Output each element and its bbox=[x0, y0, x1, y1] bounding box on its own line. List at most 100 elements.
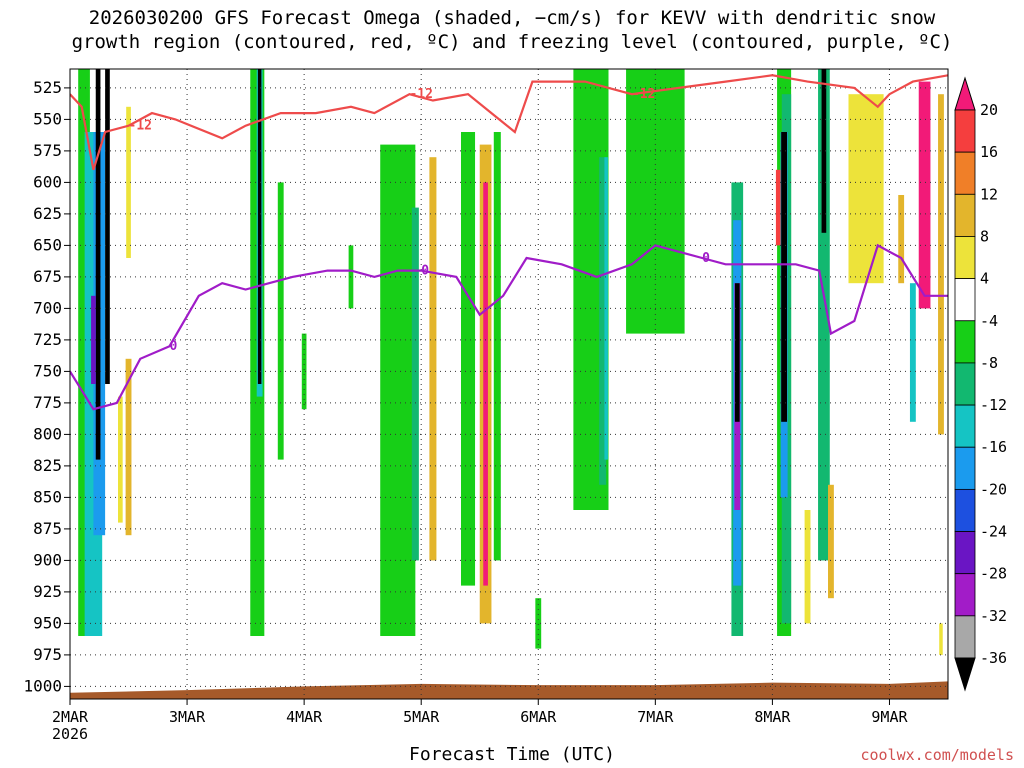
freezing-contour-label: 0 bbox=[421, 264, 429, 279]
x-tick-label: 5MAR bbox=[403, 708, 440, 726]
omega-region bbox=[938, 94, 944, 435]
colorbar-segment bbox=[954, 236, 976, 280]
omega-region bbox=[78, 69, 90, 636]
omega-region bbox=[828, 484, 834, 599]
colorbar-segment bbox=[954, 320, 976, 364]
colorbar-segment bbox=[954, 488, 976, 532]
dgz-contour-label: -12 bbox=[129, 119, 152, 134]
y-tick-label: 850 bbox=[33, 487, 62, 506]
y-axis-ticks: 525 550 575 600 625 650 675 700 725 750 775 800 825 8… bbox=[23, 78, 70, 695]
dgz-contour bbox=[70, 74, 948, 171]
omega-region bbox=[493, 132, 501, 561]
colorbar-segment bbox=[954, 109, 976, 153]
omega-region bbox=[411, 207, 419, 561]
x-tick-label: 3MAR bbox=[169, 708, 206, 726]
plot-frame bbox=[69, 68, 949, 700]
colorbar-segment bbox=[954, 193, 976, 237]
colorbar-segment bbox=[954, 404, 976, 448]
x-tick-label: 2MAR bbox=[52, 708, 89, 726]
colorbar-bottom-arrow bbox=[954, 657, 976, 692]
colorbar-segment bbox=[954, 531, 976, 575]
colorbar: 20 16 12 8 4 -4 -8 -12 -16 -20 -24 -28 -32 -36 bbox=[954, 76, 1007, 692]
y-tick-label: 550 bbox=[33, 109, 62, 128]
chart-title: 2026030200 GFS Forecast Omega (shaded, −… bbox=[0, 6, 1024, 54]
x-year-label: 2026 bbox=[52, 725, 88, 743]
colorbar-tick-label: -4 bbox=[980, 312, 998, 330]
colorbar-tick-label: 8 bbox=[980, 227, 989, 245]
x-tick-label: 8MAR bbox=[754, 708, 791, 726]
omega-region bbox=[91, 295, 96, 384]
colorbar-segment bbox=[954, 446, 976, 490]
colorbar-tick-label: 20 bbox=[980, 101, 998, 119]
omega-region bbox=[804, 510, 811, 624]
grid bbox=[70, 69, 948, 699]
y-tick-label: 1000 bbox=[23, 676, 62, 695]
omega-region bbox=[301, 333, 307, 410]
colorbar-tick-label: 12 bbox=[980, 185, 998, 203]
y-tick-label: 625 bbox=[33, 204, 62, 223]
y-tick-label: 900 bbox=[33, 550, 62, 569]
omega-region bbox=[117, 396, 123, 523]
x-tick-label: 4MAR bbox=[286, 708, 323, 726]
omega-region bbox=[775, 169, 781, 246]
y-tick-label: 700 bbox=[33, 298, 62, 317]
omega-region bbox=[604, 157, 608, 460]
omega-region bbox=[483, 182, 488, 586]
colorbar-tick-label: 16 bbox=[980, 143, 998, 161]
y-tick-label: 600 bbox=[33, 172, 62, 191]
freezing-contour-label: 0 bbox=[702, 251, 710, 266]
ground-layer bbox=[70, 681, 948, 699]
x-axis-ticks: 2MAR 3MAR 4MAR 5MAR 6MAR 7MAR 8MAR 9MAR 2026 bbox=[52, 699, 908, 743]
y-tick-label: 750 bbox=[33, 361, 62, 380]
y-tick-label: 775 bbox=[33, 393, 62, 412]
x-tick-label: 9MAR bbox=[871, 708, 908, 726]
colorbar-segment bbox=[954, 278, 976, 322]
omega-region bbox=[781, 132, 788, 422]
title-line-1: 2026030200 GFS Forecast Omega (shaded, −… bbox=[88, 7, 936, 29]
y-tick-label: 650 bbox=[33, 235, 62, 254]
omega-region bbox=[626, 69, 685, 334]
omega-region bbox=[918, 81, 931, 309]
omega-region bbox=[734, 283, 740, 422]
contours: -12 -12 -12 0 0 0 bbox=[70, 74, 948, 411]
omega-region bbox=[126, 106, 131, 258]
omega-region bbox=[461, 132, 476, 586]
colorbar-tick-label: 4 bbox=[980, 270, 989, 288]
omega-region bbox=[95, 69, 101, 460]
omega-region bbox=[429, 157, 437, 561]
y-tick-label: 525 bbox=[33, 78, 62, 97]
omega-region bbox=[939, 623, 943, 655]
colorbar-tick-label: -32 bbox=[980, 607, 1007, 625]
omega-region bbox=[125, 358, 132, 536]
colorbar-tick-label: -12 bbox=[980, 396, 1007, 414]
omega-region bbox=[105, 69, 110, 384]
credit-text: coolwx.com/models bbox=[860, 746, 1014, 764]
freezing-contour-label: 0 bbox=[170, 339, 178, 354]
dgz-contour-label: -12 bbox=[409, 87, 432, 102]
colorbar-segment bbox=[954, 573, 976, 617]
omega-region bbox=[277, 182, 284, 460]
x-axis-label: Forecast Time (UTC) bbox=[409, 744, 615, 765]
y-tick-label: 725 bbox=[33, 330, 62, 349]
omega-region bbox=[818, 69, 830, 561]
ground-fill bbox=[70, 681, 948, 699]
x-tick-label: 7MAR bbox=[637, 708, 674, 726]
x-tick-label: 6MAR bbox=[520, 708, 557, 726]
dgz-contour-label: -12 bbox=[632, 87, 655, 102]
omega-region bbox=[848, 94, 884, 284]
colorbar-segment bbox=[954, 615, 976, 659]
omega-region bbox=[909, 283, 916, 422]
colorbar-segment bbox=[954, 362, 976, 406]
colorbar-tick-label: -8 bbox=[980, 354, 998, 372]
omega-region bbox=[599, 157, 607, 485]
omega-region bbox=[380, 144, 416, 636]
colorbar-tick-label: -36 bbox=[980, 649, 1007, 667]
colorbar-tick-label: -16 bbox=[980, 438, 1007, 456]
colorbar-tick-label: -20 bbox=[980, 480, 1007, 498]
y-tick-label: 575 bbox=[33, 141, 62, 160]
freezing-contour bbox=[70, 243, 948, 411]
colorbar-tick-label: -24 bbox=[980, 523, 1007, 541]
y-tick-label: 975 bbox=[33, 645, 62, 664]
colorbar-segment bbox=[954, 151, 976, 195]
